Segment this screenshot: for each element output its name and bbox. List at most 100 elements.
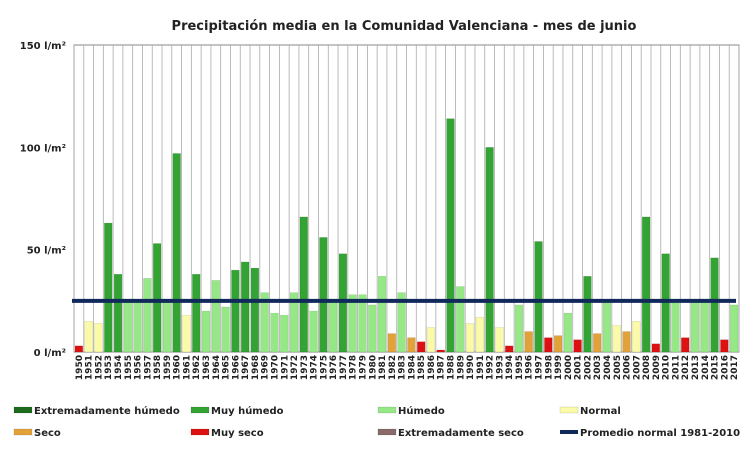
bar-2006 xyxy=(622,331,631,353)
x-tick-label: 1959 xyxy=(163,355,173,380)
y-tick-label: 100 l/m² xyxy=(20,143,66,154)
x-tick-label: 2017 xyxy=(730,355,740,380)
x-tick-label: 2000 xyxy=(564,355,574,380)
bar-1979 xyxy=(358,294,367,353)
bar-1980 xyxy=(368,304,377,353)
x-tick-label: 1953 xyxy=(104,355,114,380)
bar-1985 xyxy=(417,341,426,353)
x-tick-label: 2003 xyxy=(593,355,603,380)
bar-1961 xyxy=(182,314,191,353)
legend-swatch xyxy=(559,406,579,414)
bar-1966 xyxy=(231,269,240,353)
bar-1956 xyxy=(133,300,142,353)
bar-2002 xyxy=(583,276,592,353)
bar-2008 xyxy=(641,216,651,353)
bar-1978 xyxy=(348,294,357,353)
x-tick-label: 1965 xyxy=(222,355,232,380)
x-tick-label: 1975 xyxy=(319,355,329,380)
bar-1983 xyxy=(397,292,406,353)
bar-1972 xyxy=(289,292,299,353)
bar-2005 xyxy=(612,325,621,353)
bar-1959 xyxy=(162,300,172,353)
legend-swatch xyxy=(13,428,33,436)
bar-1958 xyxy=(152,243,162,353)
bar-1953 xyxy=(104,222,113,353)
bar-2017 xyxy=(729,304,739,353)
bar-1984 xyxy=(407,337,416,353)
bar-2014 xyxy=(700,300,709,353)
bar-1963 xyxy=(201,310,211,353)
y-tick-label: 50 l/m² xyxy=(27,246,66,257)
x-tick-label: 2006 xyxy=(623,355,633,380)
bar-1974 xyxy=(309,310,318,353)
x-tick-label: 1964 xyxy=(212,355,222,380)
x-tick-label: 1999 xyxy=(554,355,564,380)
x-tick-label: 1986 xyxy=(427,355,437,380)
x-tick-label: 1950 xyxy=(75,355,85,380)
x-tick-label: 1966 xyxy=(231,355,241,380)
x-tick-label: 1995 xyxy=(515,355,525,380)
x-tick-label: 1987 xyxy=(437,355,447,380)
x-tick-label: 1976 xyxy=(329,355,339,380)
x-tick-label: 1981 xyxy=(378,355,388,380)
bar-1968 xyxy=(250,267,260,353)
x-tick-label: 2007 xyxy=(632,355,642,380)
bar-1962 xyxy=(192,273,201,353)
x-tick-label: 1972 xyxy=(290,355,300,380)
bar-1964 xyxy=(211,280,220,353)
bar-1992 xyxy=(485,147,494,353)
x-tick-label: 2013 xyxy=(691,355,701,380)
x-tick-label: 1993 xyxy=(495,355,505,380)
legend-label: Promedio normal 1981-2010 xyxy=(580,428,740,439)
bar-1997 xyxy=(534,241,543,353)
bar-1999 xyxy=(553,335,563,353)
x-tick-label: 1988 xyxy=(447,355,457,380)
legend-label: Normal xyxy=(580,406,621,417)
x-tick-label: 2005 xyxy=(613,355,623,380)
bar-1982 xyxy=(387,333,396,353)
bar-1996 xyxy=(524,331,533,353)
x-tick-label: 1991 xyxy=(476,355,486,380)
legend-swatch xyxy=(190,428,210,436)
x-tick-label: 1955 xyxy=(124,355,134,380)
x-tick-label: 1956 xyxy=(134,355,144,380)
chart-title: Precipitación media en la Comunidad Vale… xyxy=(172,19,637,34)
legend-label: Seco xyxy=(34,428,61,439)
x-tick-label: 1985 xyxy=(417,355,427,380)
x-tick-label: 1957 xyxy=(143,355,153,380)
x-tick-label: 1979 xyxy=(358,355,368,380)
legend: Extremadamente húmedo Muy húmedo Húmedo Nor… xyxy=(13,405,740,439)
x-tick-label: 1963 xyxy=(202,355,212,380)
bar-1951 xyxy=(84,321,93,353)
y-tick-label: 150 l/m² xyxy=(20,41,66,52)
bar-1971 xyxy=(280,314,289,353)
bar-1986 xyxy=(426,327,436,353)
bar-2010 xyxy=(661,253,670,353)
legend-swatch xyxy=(13,406,33,414)
bar-1988 xyxy=(446,118,455,353)
bar-1990 xyxy=(465,323,475,353)
bar-2015 xyxy=(710,257,719,353)
x-tick-label: 1967 xyxy=(241,355,251,380)
x-tick-label: 2008 xyxy=(642,355,652,380)
bar-1954 xyxy=(113,273,123,353)
bar-2012 xyxy=(681,337,690,353)
legend-label: Muy húmedo xyxy=(211,405,284,417)
x-tick-label: 2014 xyxy=(701,355,711,380)
bars xyxy=(74,118,739,353)
x-tick-label: 1974 xyxy=(310,355,320,380)
bar-1960 xyxy=(172,153,181,353)
bar-1976 xyxy=(329,300,338,353)
x-tick-label: 1992 xyxy=(486,355,496,380)
bar-1970 xyxy=(270,312,279,353)
x-tick-label: 1977 xyxy=(339,355,349,380)
bar-2016 xyxy=(720,339,729,353)
bar-1973 xyxy=(299,216,308,353)
legend-swatch xyxy=(377,428,397,436)
bar-1975 xyxy=(319,237,328,353)
x-tick-label: 2016 xyxy=(720,355,730,380)
x-tick-label: 1968 xyxy=(251,355,261,380)
legend-label: Húmedo xyxy=(398,405,445,417)
bar-1998 xyxy=(544,337,553,353)
